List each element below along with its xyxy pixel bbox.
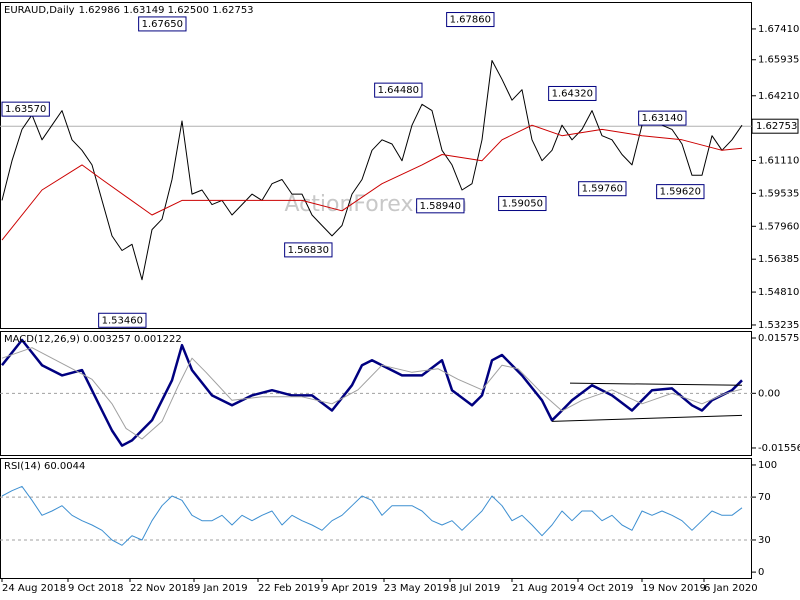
annotation-box [138,16,187,32]
y-tick-label: 1.65935 [758,55,799,66]
annotation-label: 1.63140 [642,113,683,124]
y-tick-label: 1.54810 [758,287,799,298]
annotation-box [498,196,547,212]
y-tick-label: 0.01575 [758,333,799,344]
y-tick-label: -0.015568 [758,443,800,454]
trendline [551,414,743,422]
panel-title: RSI(14) 60.0044 [4,461,85,472]
series-line [1,338,743,447]
panel-frame [0,2,752,329]
x-tick-label: 8 Jul 2019 [450,583,500,594]
x-tick-label: 9 Apr 2019 [322,583,377,594]
annotation-label: 1.59620 [660,187,701,198]
annotation-label: 1.64320 [552,88,593,99]
annotation-box [284,242,333,258]
last-price-label: 1.62753 [756,121,797,132]
x-tick-label: 4 Oct 2019 [578,583,633,594]
series-line [1,347,743,440]
annotation-box [578,181,627,197]
y-tick-label: 0.00 [758,388,780,399]
y-tick-label: 1.53235 [758,320,799,331]
annotation-box [656,184,705,200]
annotation-box [374,82,423,98]
annotation-label: 1.58940 [420,201,461,212]
annotation-label: 1.59760 [582,184,623,195]
x-tick-label: 6 Jan 2020 [704,583,758,594]
panel-title: MACD(12,26,9) 0.003257 0.001222 [4,334,182,345]
annotation-label: 1.67650 [142,19,183,30]
annotation-label: 1.63570 [5,104,46,115]
x-tick-label: 24 Aug 2018 [2,583,66,594]
x-tick-label: 23 May 2019 [384,583,449,594]
annotation-label: 1.64480 [378,85,419,96]
series-line [1,60,743,281]
y-tick-label: 1.57960 [758,221,799,232]
y-tick-label: 1.59535 [758,188,799,199]
y-tick-label: 1.56385 [758,254,799,265]
y-tick-label: 1.67410 [758,24,799,35]
annotation-label: 1.59050 [502,199,543,210]
trendline [569,382,743,386]
y-tick-label: 1.64210 [758,91,799,102]
series-line [1,124,743,241]
annotation-box [1,101,50,117]
y-tick-label: 0 [758,567,764,578]
x-tick-label: 9 Oct 2018 [68,583,123,594]
panel-frame [0,458,752,579]
x-tick-label: 19 Nov 2019 [642,583,706,594]
last-price-box [751,118,799,134]
series-line [1,485,743,546]
y-tick-label: 100 [758,460,777,471]
x-tick-label: 22 Feb 2019 [258,583,320,594]
x-tick-label: 21 Aug 2019 [512,583,576,594]
annotation-label: 1.67860 [450,15,491,26]
annotation-box [548,85,597,101]
annotation-label: 1.56830 [288,245,329,256]
y-tick-label: 70 [758,492,771,503]
annotation-box [446,12,495,28]
y-tick-label: 30 [758,535,771,546]
annotation-label: 1.53460 [102,315,143,326]
x-tick-label: 9 Jan 2019 [194,583,248,594]
x-tick-label: 22 Nov 2018 [130,583,194,594]
y-tick-label: 1.61110 [758,156,799,167]
panel-title: EURAUD,Daily [4,5,75,16]
annotation-box [638,110,687,126]
annotation-box [416,198,465,214]
annotation-box [98,312,147,328]
panel-subtitle: 1.62986 1.63149 1.62500 1.62753 [79,5,254,16]
